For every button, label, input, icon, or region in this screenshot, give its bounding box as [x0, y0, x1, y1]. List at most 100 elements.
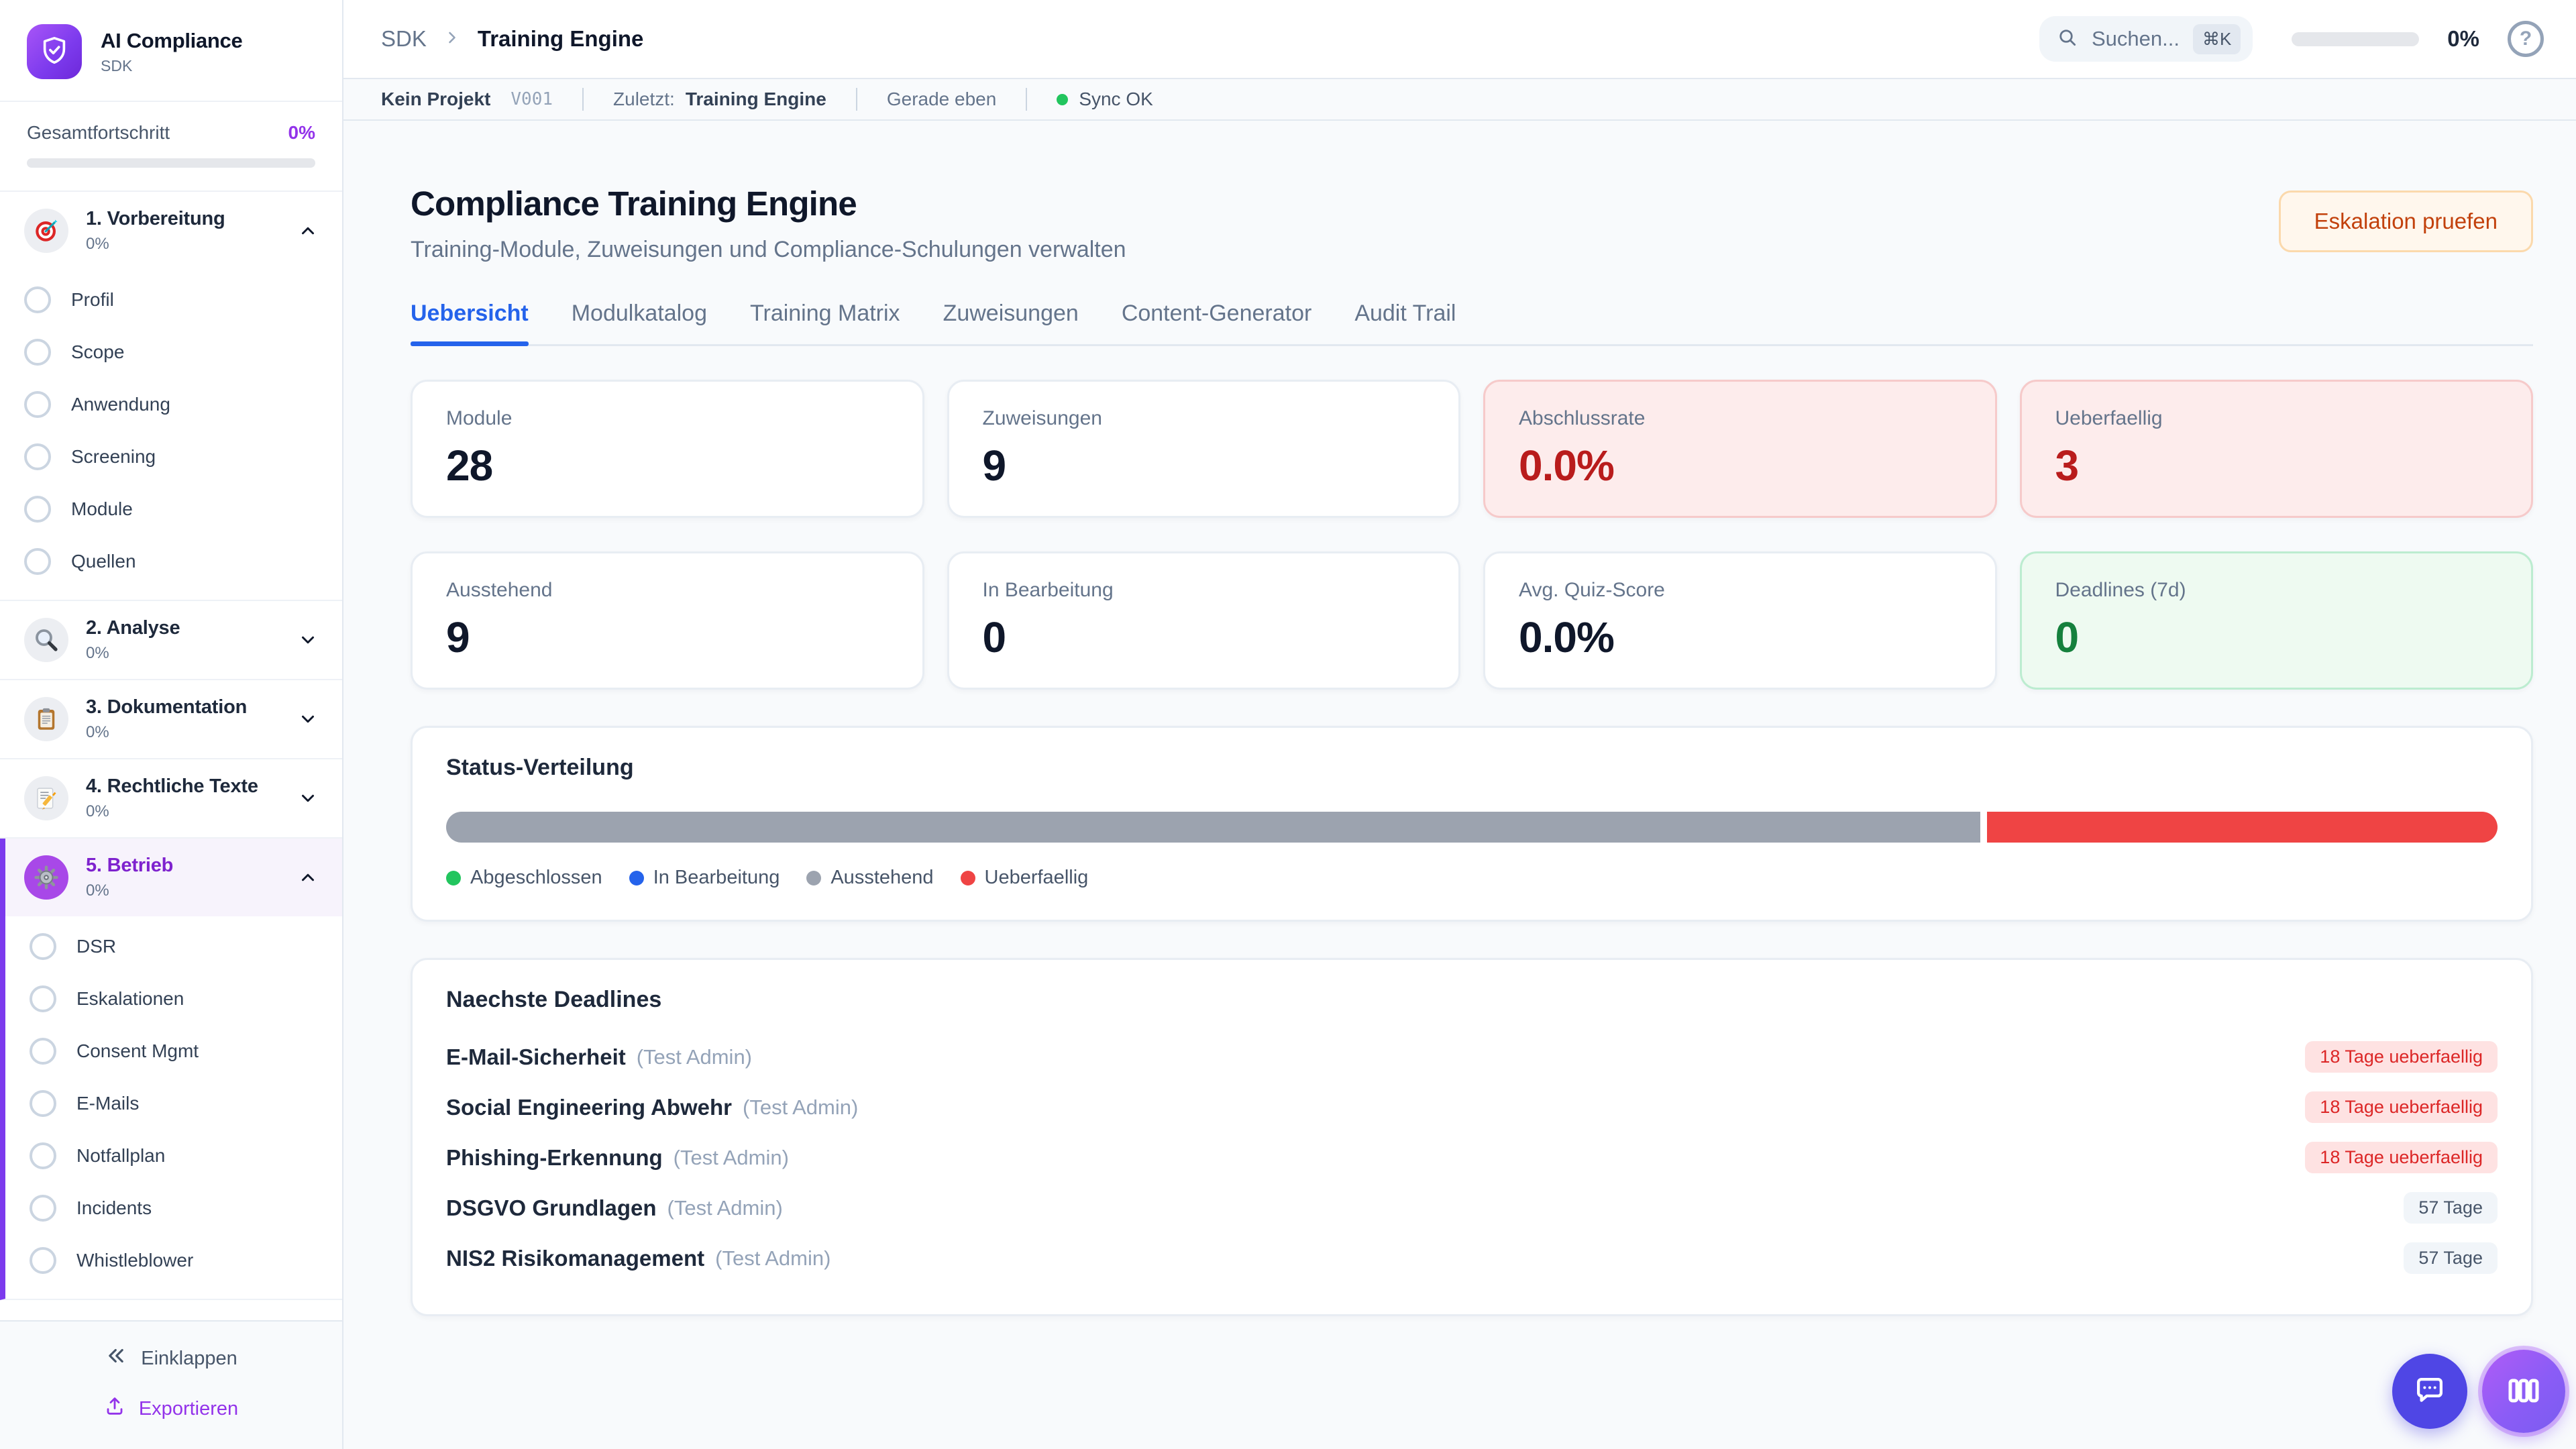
nav-section-rechtliche-texte: 4. Rechtliche Texte 0%	[0, 759, 342, 839]
stat-value: 9	[982, 441, 1007, 490]
stat-label: Deadlines (7d)	[2055, 579, 2186, 601]
legend-label: Ausstehend	[830, 867, 934, 888]
sidebar-item-screening[interactable]: Screening	[0, 431, 342, 483]
nav-section-betrieb: 5. Betrieb 0% DSR Eskalationen Consent M…	[0, 839, 342, 1300]
chat-fab-button[interactable]	[2392, 1354, 2467, 1429]
tab-modulkatalog[interactable]: Modulkatalog	[571, 301, 707, 326]
export-label: Exportieren	[138, 1397, 239, 1419]
chevron-up-icon[interactable]	[298, 221, 318, 241]
status-circle-icon	[24, 339, 51, 366]
sync-status-label: Sync OK	[1079, 89, 1153, 109]
sidebar-item-e-mails[interactable]: E-Mails	[5, 1077, 342, 1130]
tab-audit-trail[interactable]: Audit Trail	[1354, 301, 1456, 326]
app-subtitle: SDK	[101, 56, 133, 74]
sidebar-item-incidents[interactable]: Incidents	[5, 1182, 342, 1234]
sidebar-item-dsr[interactable]: DSR	[5, 920, 342, 973]
gray-dot-icon	[806, 870, 822, 885]
sidebar-item-label: Consent Mgmt	[76, 1040, 199, 1061]
sidebar-item-anwendung[interactable]: Anwendung	[0, 378, 342, 431]
chevron-down-icon[interactable]	[298, 709, 318, 729]
sidebar-item-eskalationen[interactable]: Eskalationen	[5, 973, 342, 1025]
sidebar-item-label: Notfallplan	[76, 1145, 166, 1166]
status-circle-icon	[30, 985, 56, 1012]
status-legend: Abgeschlossen In Bearbeitung Ausstehend …	[446, 867, 2498, 889]
status-circle-icon	[24, 391, 51, 418]
app-identity: AI Compliance SDK	[101, 28, 243, 75]
nav-section-text: 4. Rechtliche Texte 0%	[86, 775, 298, 821]
breadcrumb-root[interactable]: SDK	[381, 26, 427, 51]
tab-bar: Uebersicht Modulkatalog Training Matrix …	[411, 301, 2533, 346]
sidebar-nav: 1. Vorbereitung 0% Profil Scope Anwendun…	[0, 192, 342, 1320]
search-input[interactable]: Suchen... ⌘K	[2039, 16, 2253, 62]
nav-section-dokumentation-header[interactable]: 3. Dokumentation 0%	[0, 680, 342, 758]
app-name: AI Compliance	[101, 28, 243, 52]
overall-progress-label: Gesamtfortschritt	[27, 122, 170, 143]
nav-section-items: DSR Eskalationen Consent Mgmt E-Mails No…	[5, 916, 342, 1299]
board-view-fab-button[interactable]	[2482, 1350, 2565, 1433]
stat-label: Ueberfaellig	[2055, 407, 2163, 429]
tab-training-matrix[interactable]: Training Matrix	[749, 301, 900, 326]
header-progress-bar	[2292, 32, 2420, 46]
status-distribution-panel: Status-Verteilung Abgeschlossen In Bearb…	[411, 726, 2533, 922]
deadline-assignee: (Test Admin)	[673, 1145, 789, 1169]
stat-card-ueberfaellig: Ueberfaellig 3	[2019, 380, 2533, 518]
chevron-right-icon	[443, 28, 462, 50]
tab-zuweisungen[interactable]: Zuweisungen	[943, 301, 1079, 326]
nav-section-analyse-header[interactable]: 2. Analyse 0%	[0, 601, 342, 679]
deadline-module-name: Social Engineering Abwehr	[446, 1094, 733, 1120]
deadline-assignee: (Test Admin)	[667, 1195, 783, 1220]
nav-section-vorbereitung: 1. Vorbereitung 0% Profil Scope Anwendun…	[0, 192, 342, 601]
blue-dot-icon	[629, 870, 644, 885]
deadline-assignee: (Test Admin)	[743, 1095, 859, 1119]
sidebar-item-module[interactable]: Module	[0, 483, 342, 535]
page-subtitle: Training-Module, Zuweisungen und Complia…	[411, 237, 1126, 262]
nav-section-title: 1. Vorbereitung	[86, 208, 225, 229]
nav-section-betrieb-header[interactable]: 5. Betrieb 0%	[5, 839, 342, 916]
sidebar-item-whistleblower[interactable]: Whistleblower	[5, 1234, 342, 1287]
sidebar-item-label: Incidents	[76, 1197, 152, 1218]
export-button[interactable]: Exportieren	[104, 1395, 238, 1422]
page-title: Compliance Training Engine	[411, 184, 857, 223]
tab-content-generator[interactable]: Content-Generator	[1121, 301, 1312, 326]
search-shortcut-kbd: ⌘K	[2192, 23, 2241, 54]
sidebar-item-notfallplan[interactable]: Notfallplan	[5, 1130, 342, 1182]
page-header-text: Compliance Training Engine Training-Modu…	[411, 184, 1126, 263]
clipboard-icon	[24, 697, 68, 741]
stat-value: 0.0%	[1519, 441, 1615, 490]
nav-section-vorbereitung-header[interactable]: 1. Vorbereitung 0%	[0, 192, 342, 270]
status-circle-icon	[30, 1195, 56, 1222]
legend-label: Abgeschlossen	[470, 867, 602, 888]
nav-section-rechtliche-texte-header[interactable]: 4. Rechtliche Texte 0%	[0, 759, 342, 837]
stat-card-ausstehend: Ausstehend 9	[411, 551, 924, 690]
question-mark-icon: ?	[2519, 28, 2532, 50]
green-dot-icon	[446, 870, 461, 885]
nav-section-progress: 0%	[86, 235, 109, 253]
chevron-up-icon[interactable]	[298, 867, 318, 888]
nav-section-text: 5. Betrieb 0%	[86, 855, 298, 900]
breadcrumb: SDK Training Engine	[381, 26, 643, 52]
nav-section-dokumentation: 3. Dokumentation 0%	[0, 680, 342, 759]
sidebar-item-quellen[interactable]: Quellen	[0, 535, 342, 588]
sidebar-item-scope[interactable]: Scope	[0, 326, 342, 378]
stat-label: Zuweisungen	[982, 407, 1102, 429]
chevron-down-icon[interactable]	[298, 630, 318, 650]
stat-card-avg-quiz-score: Avg. Quiz-Score 0.0%	[1483, 551, 1997, 690]
tab-uebersicht[interactable]: Uebersicht	[411, 301, 529, 346]
bar-segment-ausstehend	[446, 812, 1981, 843]
deadline-assignee: (Test Admin)	[715, 1246, 831, 1270]
stat-value: 3	[2055, 441, 2080, 490]
sidebar-item-profil[interactable]: Profil	[0, 274, 342, 326]
deadline-module-name: NIS2 Risikomanagement	[446, 1245, 705, 1271]
chevron-down-icon[interactable]	[298, 788, 318, 808]
help-button[interactable]: ?	[2508, 21, 2544, 57]
nav-section-progress: 0%	[86, 644, 109, 662]
sidebar-item-label: Eskalationen	[76, 988, 184, 1009]
check-escalation-button[interactable]: Eskalation pruefen	[2278, 191, 2533, 252]
collapse-sidebar-button[interactable]: Einklappen	[105, 1344, 237, 1373]
sidebar-item-label: Whistleblower	[76, 1250, 194, 1271]
magnifier-icon	[24, 618, 68, 662]
stat-card-module: Module 28	[411, 380, 924, 518]
sidebar-item-consent-mgmt[interactable]: Consent Mgmt	[5, 1025, 342, 1077]
red-dot-icon	[960, 870, 975, 885]
